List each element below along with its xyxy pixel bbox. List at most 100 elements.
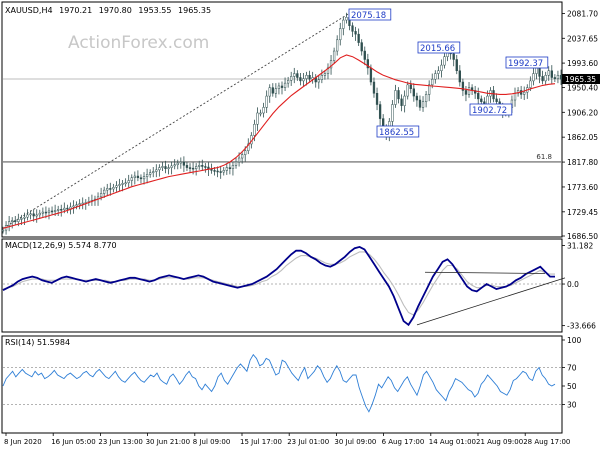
- macd-lower-trendline: [416, 277, 566, 326]
- price-axis-label: 1862.05: [567, 133, 598, 142]
- rsi-axis-label: 30: [567, 400, 577, 409]
- candle-body: [296, 73, 299, 78]
- price-panel-title: XAUUSD,H4 1970.21 1970.80 1953.55 1965.3…: [5, 6, 211, 15]
- candle-body: [406, 84, 409, 97]
- macd-axis-label: 0.0: [567, 280, 579, 289]
- candle-body: [418, 99, 422, 108]
- candle-body: [265, 95, 268, 108]
- macd-axis-label: 31.182: [567, 241, 593, 250]
- x-axis-label: 28 Aug 17:00: [523, 438, 570, 446]
- candle-body: [259, 112, 262, 115]
- candle-body: [225, 167, 228, 171]
- candle-body: [440, 64, 443, 71]
- candle-body: [274, 88, 278, 94]
- x-axis-label: 16 Jun 05:00: [51, 438, 95, 446]
- candle-body: [63, 207, 66, 211]
- candle-body: [47, 210, 51, 213]
- price-layer: 61.8 2075.18 2015.66 1992.37 1902.72 1862.55 2…: [1, 8, 600, 241]
- high-value: 1970.80: [99, 6, 132, 15]
- candle-body: [7, 221, 11, 226]
- candle-body: [121, 183, 124, 185]
- price-axis-label: 2081.70: [567, 9, 598, 18]
- candle-body: [185, 165, 189, 168]
- candle-body: [53, 210, 57, 212]
- candle-body: [11, 220, 14, 222]
- candle-body: [219, 171, 222, 173]
- candle-body: [293, 73, 296, 77]
- macd-upper-trendline: [424, 271, 546, 274]
- candle-body: [188, 167, 192, 169]
- candle-body: [553, 77, 557, 79]
- candle-body: [1, 229, 5, 232]
- candle-body: [547, 70, 550, 76]
- candle-body: [366, 59, 369, 69]
- candle-body: [421, 101, 425, 108]
- candle-body: [38, 212, 41, 216]
- candle-body: [277, 85, 281, 90]
- candle-body: [372, 81, 376, 94]
- candle-body: [161, 166, 164, 168]
- candle-body: [32, 213, 35, 217]
- price-axis-label: 1993.60: [567, 59, 598, 68]
- price-axis-label: 1686.50: [567, 232, 598, 241]
- candle-body: [559, 75, 563, 80]
- candle-body: [354, 31, 357, 35]
- candle-body: [464, 90, 468, 95]
- candle-body: [60, 209, 63, 211]
- candle-body: [339, 28, 342, 41]
- candle-body: [550, 70, 553, 78]
- annotation-box: [376, 125, 420, 138]
- candle-body: [204, 166, 207, 168]
- annotation-label: 1902.72: [472, 106, 507, 116]
- x-axis-label: 30 Jun 21:00: [146, 438, 190, 446]
- macd-title: MACD(12,26,9) 5.574 8.770: [5, 241, 117, 250]
- candle-body: [452, 53, 455, 60]
- x-axis-label: 15 Jul 17:00: [240, 438, 282, 446]
- candle-body: [286, 80, 290, 84]
- price-axis-label: 1729.45: [567, 208, 598, 217]
- candle-body: [513, 93, 517, 101]
- candle-body: [109, 188, 112, 190]
- candle-body: [308, 75, 311, 80]
- candle-body: [240, 154, 244, 159]
- price-axis-label: 2037.65: [567, 34, 598, 43]
- x-axis-label: 23 Jul 01:00: [287, 438, 329, 446]
- candle-body: [155, 169, 158, 172]
- macd-axis-label: -33.666: [567, 322, 596, 331]
- candle-body: [14, 220, 17, 222]
- rsi-title: RSI(14) 51.5984: [5, 338, 70, 347]
- axis-layer: 8 Jun 2020 16 Jun 05:00 23 Jun 13:00 30 Jun…: [4, 433, 570, 446]
- macd-panel-frame: [1, 238, 563, 333]
- candle-body: [173, 164, 176, 167]
- candle-body: [127, 180, 130, 184]
- price-axis-label: 1773.60: [567, 183, 598, 192]
- candle-body: [149, 172, 152, 175]
- candle-body: [268, 87, 271, 97]
- x-axis-label: 21 Aug 09:00: [476, 438, 523, 446]
- macd-layer: 31.182 0.0 -33.666: [2, 241, 596, 331]
- candle-body: [191, 167, 195, 170]
- macd-line: [2, 245, 555, 327]
- candle-body: [201, 165, 204, 167]
- x-axis-label: 6 Aug 17:00: [382, 438, 425, 446]
- candle-body: [523, 91, 526, 95]
- candle-body: [431, 78, 434, 86]
- candle-body: [357, 33, 360, 43]
- candle-body: [112, 187, 115, 190]
- candle-body: [179, 161, 182, 164]
- annotation-label: 1992.37: [508, 59, 543, 69]
- candle-body: [75, 204, 78, 207]
- candle-body: [492, 90, 495, 100]
- level-label: 61.8: [536, 153, 552, 161]
- candle-body: [400, 98, 403, 106]
- candle-body: [145, 174, 149, 177]
- candle-body: [403, 95, 406, 106]
- candle-body: [124, 182, 127, 185]
- candle-body: [29, 213, 32, 216]
- candle-body: [375, 93, 379, 105]
- candle-body: [394, 90, 397, 105]
- candle-body: [247, 143, 250, 151]
- candle-body: [256, 112, 259, 125]
